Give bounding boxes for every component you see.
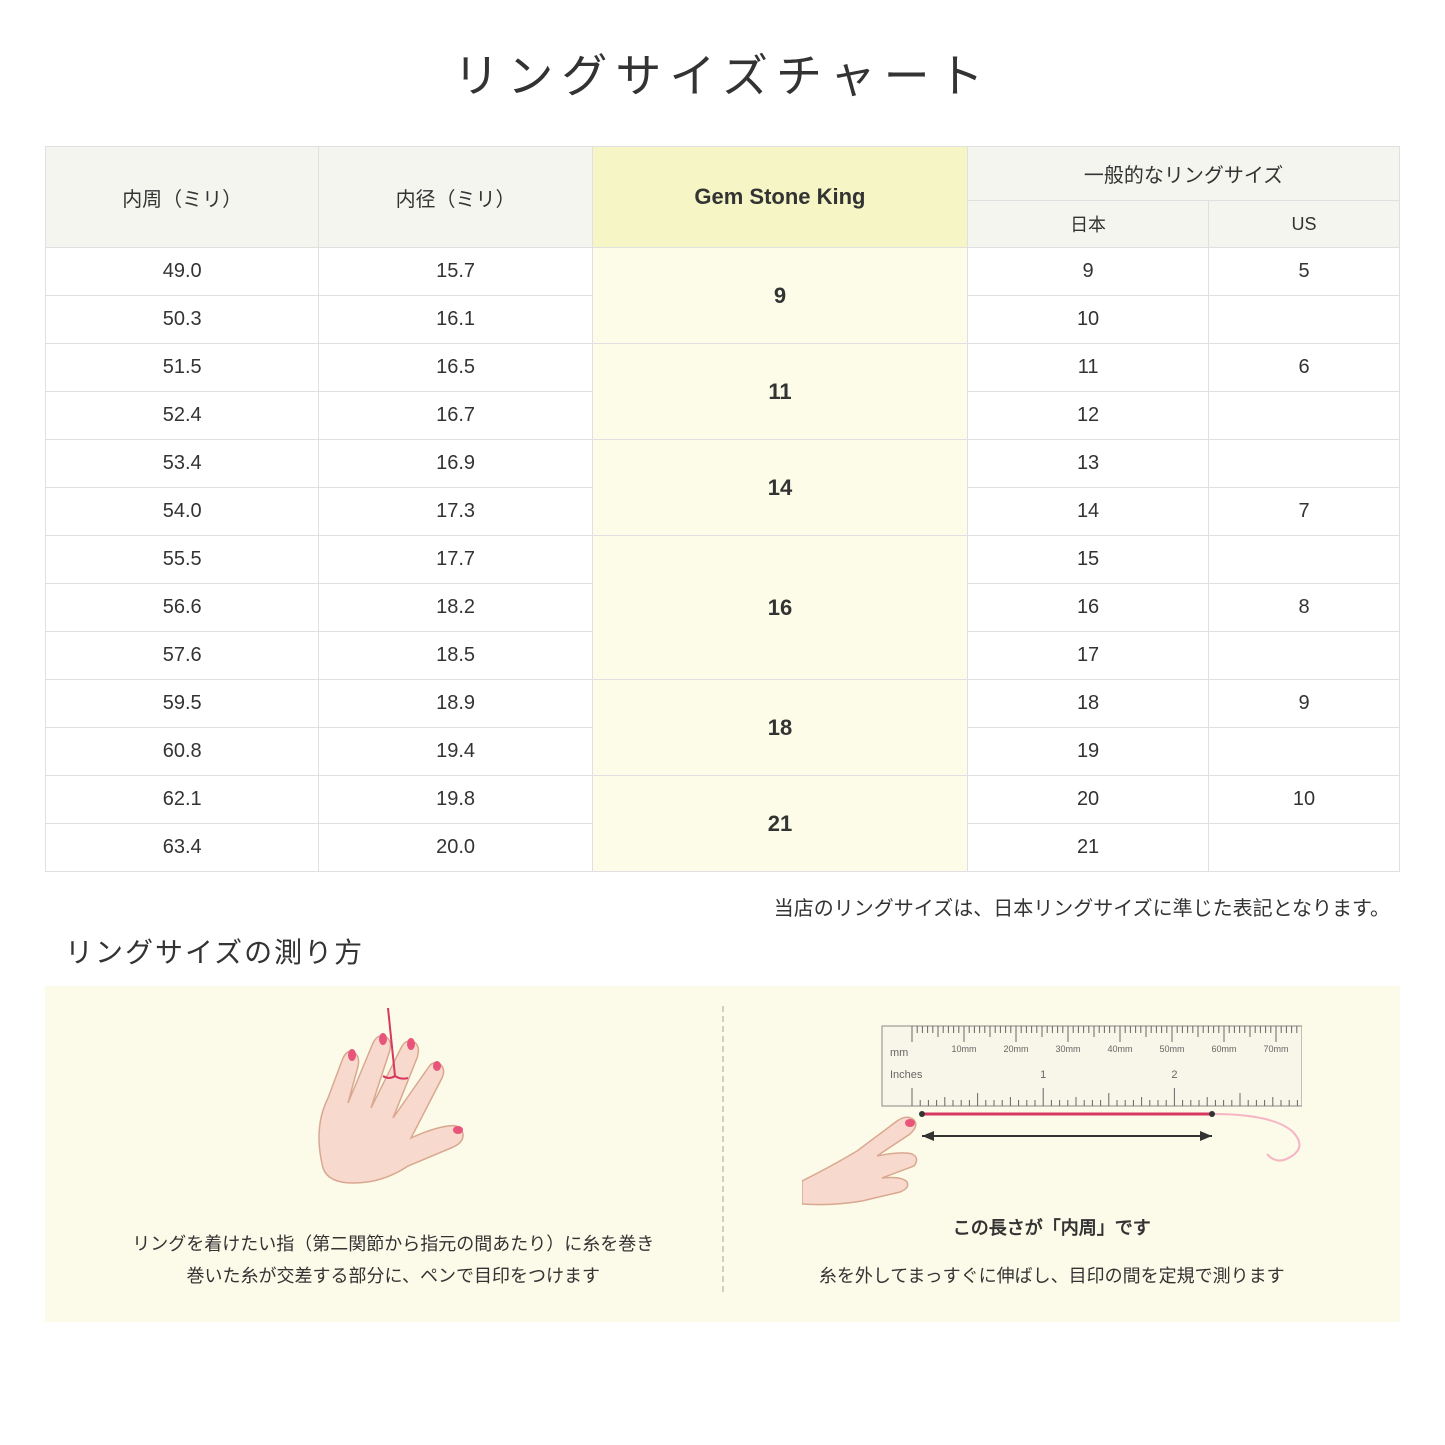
- header-general: 一般的なリングサイズ: [968, 147, 1400, 201]
- cell-diam: 18.2: [319, 584, 592, 632]
- cell-circ: 54.0: [46, 488, 319, 536]
- cell-gsk: 18: [592, 680, 967, 776]
- cell-jp: 11: [968, 344, 1209, 392]
- cell-gsk: 9: [592, 248, 967, 344]
- cell-jp: 17: [968, 632, 1209, 680]
- header-us: US: [1209, 201, 1400, 248]
- measure-left-line1: リングを着けたい指（第二関節から指元の間あたり）に糸を巻き: [132, 1234, 654, 1254]
- cell-gsk: 16: [592, 536, 967, 680]
- measure-right-text: 糸を外してまっすぐに伸ばし、目印の間を定規で測ります: [819, 1260, 1285, 1292]
- cell-diam: 17.3: [319, 488, 592, 536]
- cell-diam: 16.7: [319, 392, 592, 440]
- cell-diam: 17.7: [319, 536, 592, 584]
- cell-jp: 9: [968, 248, 1209, 296]
- cell-circ: 57.6: [46, 632, 319, 680]
- arrow-label: この長さが「内周」です: [953, 1214, 1151, 1240]
- table-row: 62.119.8212010: [46, 776, 1400, 824]
- cell-gsk: 21: [592, 776, 967, 872]
- cell-us: 8: [1209, 584, 1400, 632]
- cell-jp: 14: [968, 488, 1209, 536]
- cell-diam: 16.1: [319, 296, 592, 344]
- svg-text:50mm: 50mm: [1159, 1044, 1184, 1054]
- cell-jp: 12: [968, 392, 1209, 440]
- header-diameter: 内径（ミリ）: [319, 147, 592, 248]
- measure-left-panel: リングを着けたい指（第二関節から指元の間あたり）に糸を巻き 巻いた糸が交差する部…: [75, 1006, 712, 1292]
- header-gemstone: Gem Stone King: [592, 147, 967, 248]
- ruler-inches-label: Inches: [890, 1069, 923, 1081]
- cell-us: 10: [1209, 776, 1400, 824]
- svg-text:60mm: 60mm: [1211, 1044, 1236, 1054]
- table-row: 53.416.91413: [46, 440, 1400, 488]
- cell-diam: 19.4: [319, 728, 592, 776]
- measure-section: リングを着けたい指（第二関節から指元の間あたり）に糸を巻き 巻いた糸が交差する部…: [45, 986, 1400, 1322]
- cell-circ: 53.4: [46, 440, 319, 488]
- cell-jp: 16: [968, 584, 1209, 632]
- cell-us: 9: [1209, 680, 1400, 728]
- cell-us: [1209, 296, 1400, 344]
- measure-left-line2: 巻いた糸が交差する部分に、ペンで目印をつけます: [187, 1266, 600, 1286]
- cell-jp: 18: [968, 680, 1209, 728]
- cell-circ: 52.4: [46, 392, 319, 440]
- cell-diam: 19.8: [319, 776, 592, 824]
- cell-us: [1209, 440, 1400, 488]
- cell-jp: 10: [968, 296, 1209, 344]
- cell-us: 6: [1209, 344, 1400, 392]
- cell-us: 7: [1209, 488, 1400, 536]
- cell-diam: 18.9: [319, 680, 592, 728]
- table-row: 59.518.918189: [46, 680, 1400, 728]
- measure-right-panel: mm 10mm 20mm 30mm 40mm 50mm 60mm 70mm Inches 1…: [734, 1006, 1371, 1292]
- cell-diam: 16.9: [319, 440, 592, 488]
- cell-us: [1209, 728, 1400, 776]
- svg-text:10mm: 10mm: [951, 1044, 976, 1054]
- cell-us: [1209, 824, 1400, 872]
- table-row: 55.517.71615: [46, 536, 1400, 584]
- cell-circ: 56.6: [46, 584, 319, 632]
- measure-title: リングサイズの測り方: [45, 931, 1400, 971]
- note-text: 当店のリングサイズは、日本リングサイズに準じた表記となります。: [45, 892, 1400, 921]
- table-row: 49.015.7995: [46, 248, 1400, 296]
- cell-circ: 50.3: [46, 296, 319, 344]
- table-row: 51.516.511116: [46, 344, 1400, 392]
- cell-circ: 51.5: [46, 344, 319, 392]
- hand-wrap-illustration: [233, 1008, 553, 1208]
- cell-us: [1209, 536, 1400, 584]
- svg-text:30mm: 30mm: [1055, 1044, 1080, 1054]
- cell-jp: 20: [968, 776, 1209, 824]
- cell-jp: 13: [968, 440, 1209, 488]
- cell-jp: 21: [968, 824, 1209, 872]
- svg-text:1: 1: [1040, 1069, 1046, 1081]
- cell-diam: 18.5: [319, 632, 592, 680]
- cell-jp: 19: [968, 728, 1209, 776]
- cell-jp: 15: [968, 536, 1209, 584]
- size-chart-table: 内周（ミリ） 内径（ミリ） Gem Stone King 一般的なリングサイズ …: [45, 146, 1400, 872]
- cell-gsk: 11: [592, 344, 967, 440]
- measure-left-text: リングを着けたい指（第二関節から指元の間あたり）に糸を巻き 巻いた糸が交差する部…: [132, 1228, 654, 1293]
- svg-text:2: 2: [1171, 1069, 1177, 1081]
- cell-us: [1209, 632, 1400, 680]
- cell-circ: 55.5: [46, 536, 319, 584]
- cell-diam: 20.0: [319, 824, 592, 872]
- ruler-illustration: mm 10mm 20mm 30mm 40mm 50mm 60mm 70mm Inches 1…: [802, 1006, 1302, 1206]
- header-circumference: 内周（ミリ）: [46, 147, 319, 248]
- cell-circ: 59.5: [46, 680, 319, 728]
- page-title: リングサイズチャート: [45, 40, 1400, 106]
- header-japan: 日本: [968, 201, 1209, 248]
- svg-text:20mm: 20mm: [1003, 1044, 1028, 1054]
- svg-text:40mm: 40mm: [1107, 1044, 1132, 1054]
- cell-diam: 16.5: [319, 344, 592, 392]
- cell-us: 5: [1209, 248, 1400, 296]
- panel-divider: [722, 1006, 724, 1292]
- cell-circ: 60.8: [46, 728, 319, 776]
- cell-circ: 49.0: [46, 248, 319, 296]
- svg-text:70mm: 70mm: [1263, 1044, 1288, 1054]
- cell-us: [1209, 392, 1400, 440]
- cell-diam: 15.7: [319, 248, 592, 296]
- cell-gsk: 14: [592, 440, 967, 536]
- cell-circ: 62.1: [46, 776, 319, 824]
- cell-circ: 63.4: [46, 824, 319, 872]
- ruler-mm-label: mm: [890, 1047, 908, 1059]
